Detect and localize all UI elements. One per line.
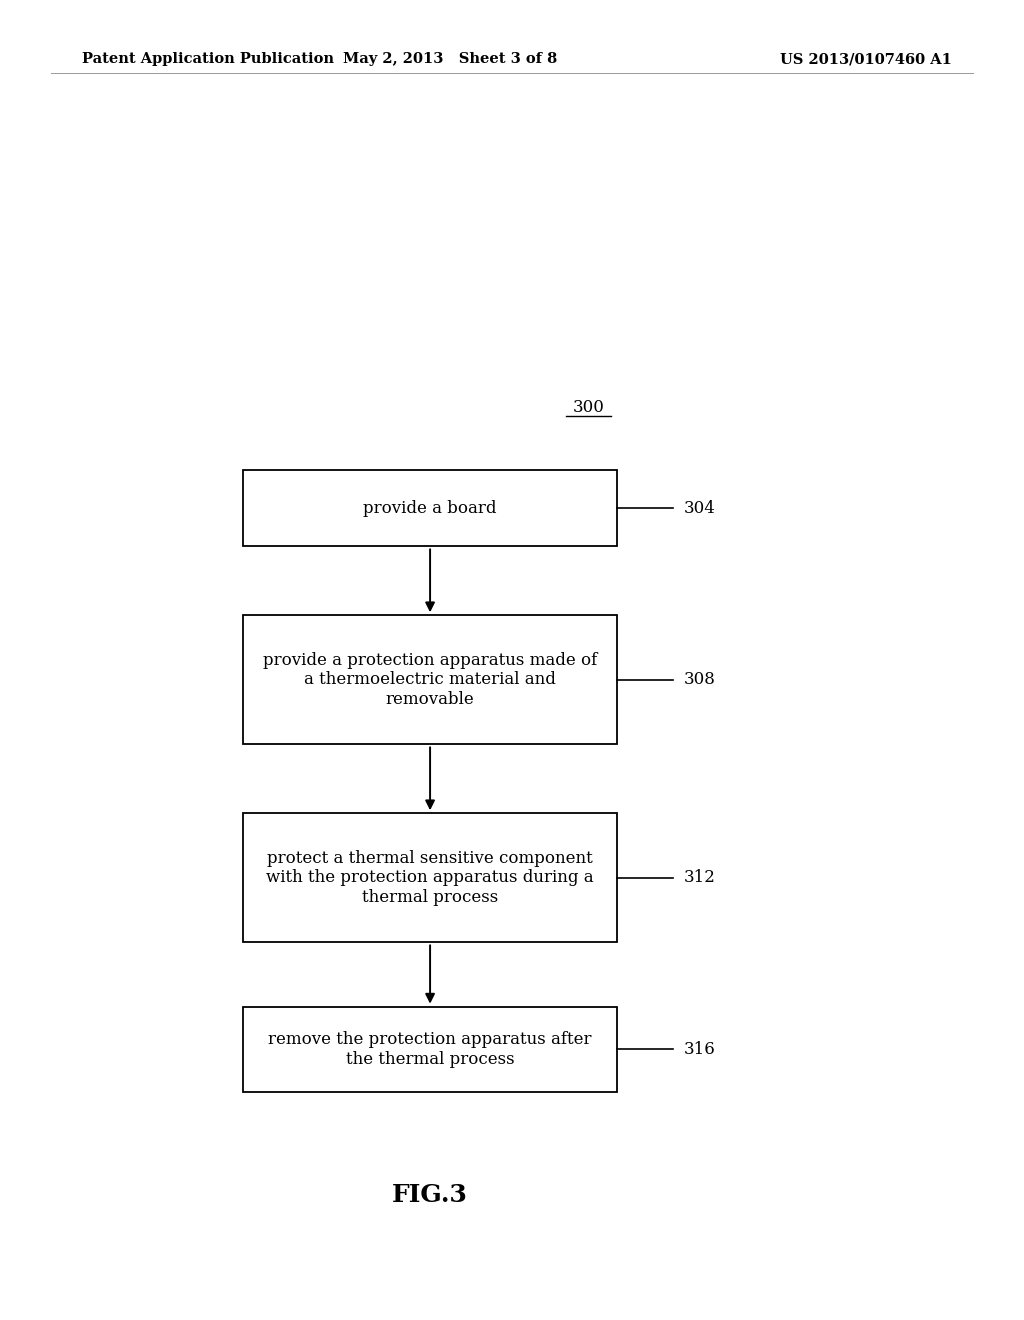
Text: 308: 308 xyxy=(684,672,716,688)
Text: 316: 316 xyxy=(684,1041,716,1057)
Bar xyxy=(244,1006,616,1093)
Text: provide a board: provide a board xyxy=(364,500,497,516)
Text: protect a thermal sensitive component
with the protection apparatus during a
the: protect a thermal sensitive component wi… xyxy=(266,850,594,906)
Text: 304: 304 xyxy=(684,500,716,516)
Bar xyxy=(244,470,616,546)
Text: 300: 300 xyxy=(572,399,605,416)
Text: Patent Application Publication: Patent Application Publication xyxy=(82,53,334,66)
Text: 312: 312 xyxy=(684,870,716,886)
Text: FIG.3: FIG.3 xyxy=(392,1183,468,1206)
Bar xyxy=(244,813,616,942)
Text: US 2013/0107460 A1: US 2013/0107460 A1 xyxy=(780,53,952,66)
Text: May 2, 2013   Sheet 3 of 8: May 2, 2013 Sheet 3 of 8 xyxy=(343,53,558,66)
Text: remove the protection apparatus after
the thermal process: remove the protection apparatus after th… xyxy=(268,1031,592,1068)
Bar xyxy=(244,615,616,744)
Text: provide a protection apparatus made of
a thermoelectric material and
removable: provide a protection apparatus made of a… xyxy=(263,652,597,708)
